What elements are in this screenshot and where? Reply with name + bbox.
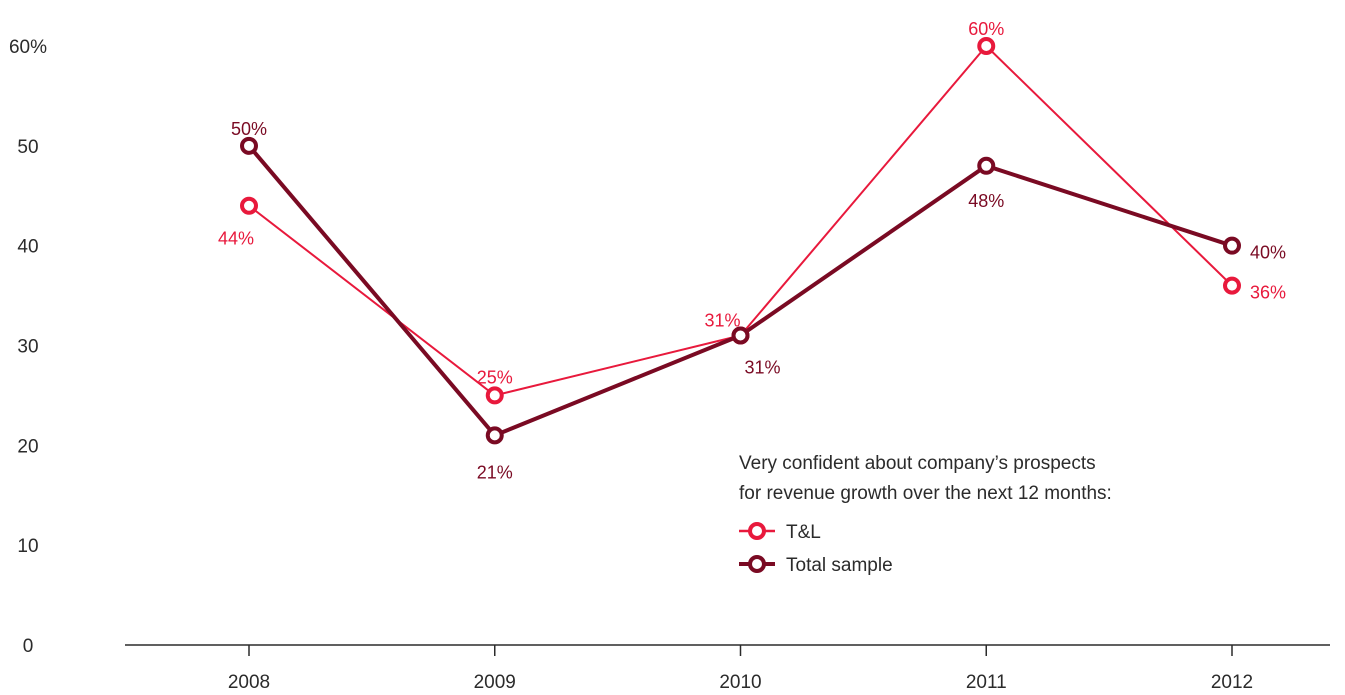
legend-item-total-sample: Total sample: [739, 555, 893, 576]
x-axis: 2008 2009 2010 2011 2012: [125, 644, 1330, 693]
data-label: 21%: [477, 462, 513, 482]
data-label: 48%: [968, 191, 1004, 211]
legend-marker-tl: [748, 522, 766, 540]
legend: Very confident about company’s prospects…: [739, 453, 1112, 576]
x-tick-label: 2009: [474, 672, 516, 693]
data-label: 25%: [477, 367, 513, 387]
y-tick-label: 50: [17, 137, 38, 158]
data-label: 50%: [231, 119, 267, 139]
data-point: [485, 386, 504, 405]
data-point: [240, 136, 258, 155]
x-tick-label: 2012: [1211, 672, 1253, 693]
data-point: [1223, 276, 1241, 295]
y-axis: 0 10 20 30 40 50 60%: [9, 37, 47, 657]
series-line-total-sample: [247, 144, 1233, 438]
y-tick-label: 30: [17, 337, 38, 358]
data-label: 60%: [968, 19, 1004, 39]
y-tick-label: 0: [23, 636, 34, 657]
data-label: 36%: [1250, 283, 1286, 303]
legend-title-line-1: Very confident about company’s prospects: [739, 453, 1096, 474]
data-point: [1223, 236, 1241, 255]
y-tick-label: 10: [17, 536, 38, 557]
legend-item-tl: T&L: [739, 522, 821, 543]
data-label: 31%: [704, 311, 740, 331]
data-label: 31%: [744, 358, 780, 378]
y-tick-label: 40: [17, 237, 38, 258]
legend-title-line-2: for revenue growth over the next 12 mont…: [739, 483, 1112, 504]
legend-label-tl: T&L: [786, 522, 821, 543]
y-tick-label: 60%: [9, 37, 47, 58]
x-tick-label: 2010: [719, 672, 761, 693]
data-point: [977, 37, 996, 55]
data-point: [240, 196, 258, 215]
legend-label-total: Total sample: [786, 555, 893, 576]
data-label: 40%: [1250, 243, 1286, 263]
data-point: [485, 426, 504, 445]
legend-marker-total: [748, 555, 766, 573]
data-label: 44%: [218, 229, 254, 249]
data-point: [977, 156, 996, 175]
data-point: [731, 326, 750, 345]
x-tick-label: 2008: [228, 672, 270, 693]
y-tick-label: 20: [17, 436, 38, 457]
series-layer: 44% 25% 31% 60% 36% 50% 21% 31% 48% 40%: [218, 19, 1286, 482]
x-tick-label: 2011: [966, 672, 1007, 693]
